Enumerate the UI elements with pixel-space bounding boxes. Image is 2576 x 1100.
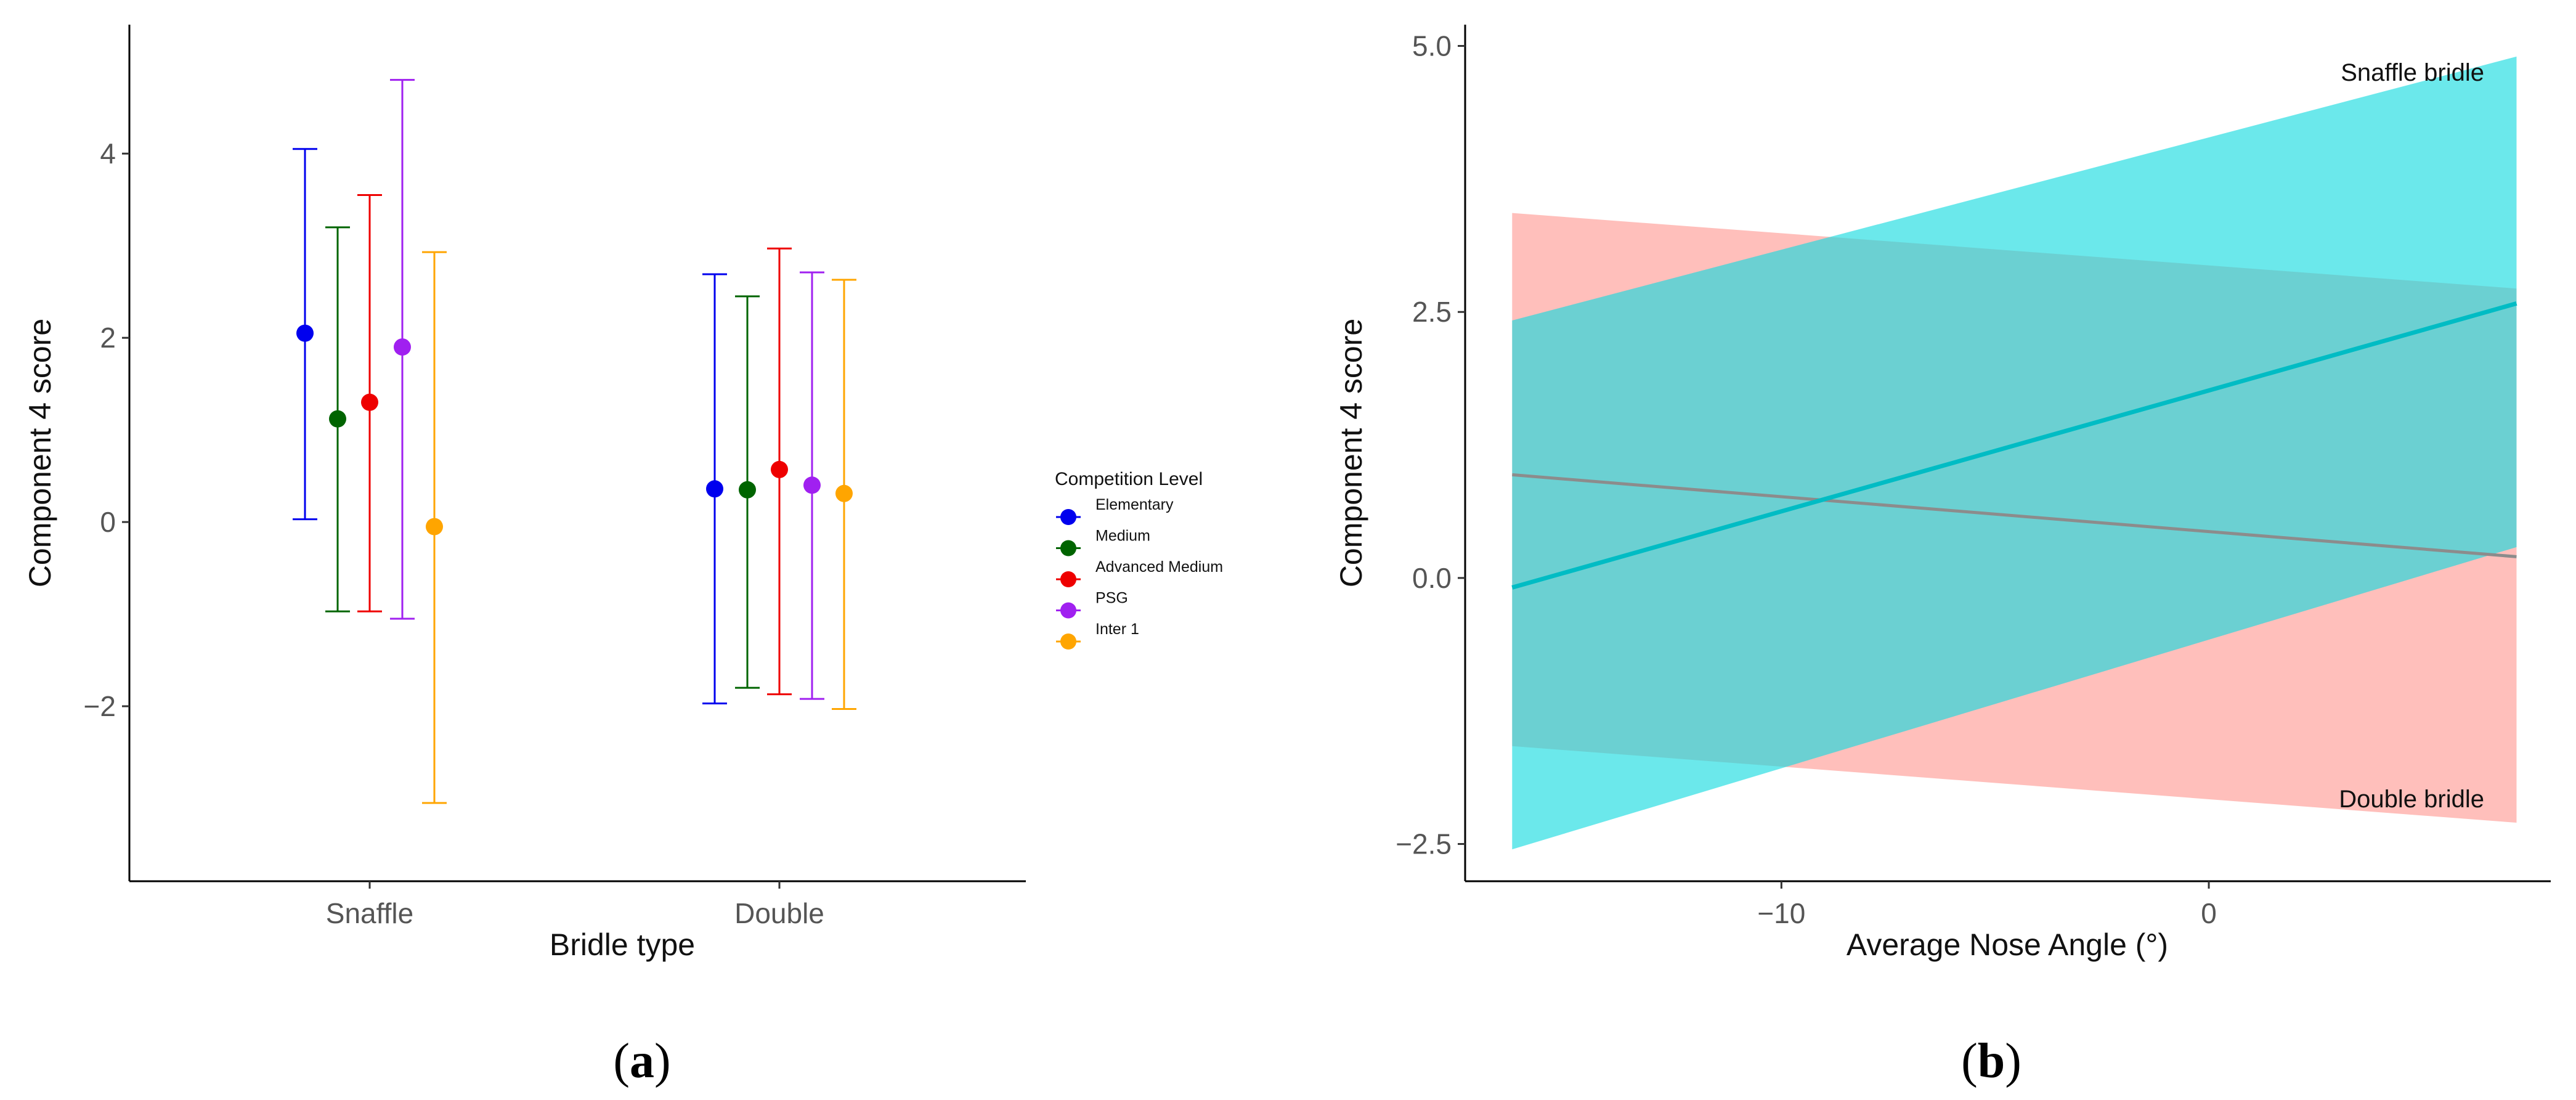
panel-b-x-axis-label: Average Nose Angle (°) [1847, 927, 2168, 962]
panel-b: 5.0 2.5 0.0 −2.5 −10 0 Snaffle bridle Double… [1334, 25, 2551, 962]
x-tick-label: −10 [1757, 897, 1805, 929]
mean-point [835, 484, 853, 502]
legend-key-dot [1060, 602, 1076, 619]
legend-label: PSG [1095, 590, 1128, 607]
annotation-double-bridle: Double bridle [2339, 786, 2484, 813]
panel-a-caption: (a) [613, 1034, 670, 1088]
y-tick-label: 4 [100, 137, 116, 169]
mean-point [706, 480, 723, 498]
panel-b-y-axis-label: Component 4 score [1334, 319, 1368, 587]
legend-item-inter-1: Inter 1 [1056, 621, 1139, 650]
mean-point [426, 518, 443, 536]
legend-key-dot [1060, 509, 1076, 525]
legend-label: Medium [1095, 528, 1150, 545]
panel-a-x-ticks: Snaffle Double [326, 881, 824, 929]
y-tick-label: 2.5 [1412, 296, 1452, 328]
y-tick-label: 2 [100, 322, 116, 354]
legend-label: Inter 1 [1095, 621, 1139, 638]
panel-b-y-ticks: 5.0 2.5 0.0 −2.5 [1396, 30, 1465, 860]
fit-line-snaffle-bridle [1511, 301, 2517, 590]
panel-b-caption: (b) [1961, 1034, 2021, 1088]
legend-item-medium: Medium [1056, 528, 1150, 556]
legend-item-psg: PSG [1056, 590, 1128, 619]
panel-a-x-axis-label: Bridle type [550, 927, 695, 962]
point-inter-1-snaffle [422, 251, 447, 804]
panel-a-y-axis-label: Component 4 score [23, 319, 57, 587]
panel-a-marks [293, 79, 856, 804]
legend-key-dot [1060, 540, 1076, 556]
x-tick-label: Double [734, 897, 824, 929]
legend-title: Competition Level [1055, 469, 1203, 489]
confidence-band-snaffle-bridle [1512, 56, 2517, 850]
legend: Competition Level Elementary Medium Advanc… [1055, 469, 1223, 650]
point-elementary-snaffle [293, 148, 317, 521]
legend-label: Elementary [1095, 496, 1174, 513]
legend-key-dot [1060, 634, 1076, 650]
fit-line-double-bridle [1512, 473, 2517, 558]
x-tick-label: Snaffle [326, 897, 413, 929]
mean-point [296, 324, 314, 342]
y-tick-label: −2.5 [1396, 828, 1452, 860]
panel-b-bands [1512, 56, 2517, 850]
annotation-snaffle-bridle: Snaffle bridle [2341, 59, 2484, 86]
panel-a-caption-letter: a [630, 1034, 654, 1088]
legend-label: Advanced Medium [1095, 558, 1223, 576]
panel-b-lines [1511, 301, 2517, 590]
y-tick-label: 0 [100, 506, 116, 538]
point-psg-double [800, 271, 824, 700]
panel-b-x-ticks: −10 0 [1757, 881, 2217, 929]
point-medium-snaffle [325, 226, 350, 613]
legend-item-elementary: Elementary [1056, 496, 1174, 525]
mean-point [361, 393, 378, 411]
legend-key-dot [1060, 571, 1076, 587]
panel-a-y-ticks: 4 2 0 −2 [84, 137, 129, 722]
mean-point [329, 410, 346, 428]
y-tick-label: 5.0 [1412, 30, 1452, 62]
y-tick-label: 0.0 [1412, 562, 1452, 594]
legend-item-advanced-medium: Advanced Medium [1056, 558, 1223, 587]
mean-point [394, 338, 411, 356]
point-psg-snaffle [390, 79, 415, 620]
panel-a: 4 2 0 −2 Snaffle Double Bridle type Componen… [23, 25, 1223, 962]
x-tick-label: 0 [2201, 897, 2217, 929]
point-advanced-medium-double [767, 247, 792, 696]
point-advanced-medium-snaffle [357, 194, 382, 613]
panel-b-caption-letter: b [1978, 1034, 2005, 1088]
point-inter-1-double [832, 279, 856, 711]
mean-point [739, 481, 756, 499]
point-elementary-double [702, 273, 727, 705]
mean-point [771, 460, 788, 478]
point-medium-double [735, 295, 760, 689]
y-tick-label: −2 [84, 690, 116, 722]
mean-point [803, 476, 821, 494]
